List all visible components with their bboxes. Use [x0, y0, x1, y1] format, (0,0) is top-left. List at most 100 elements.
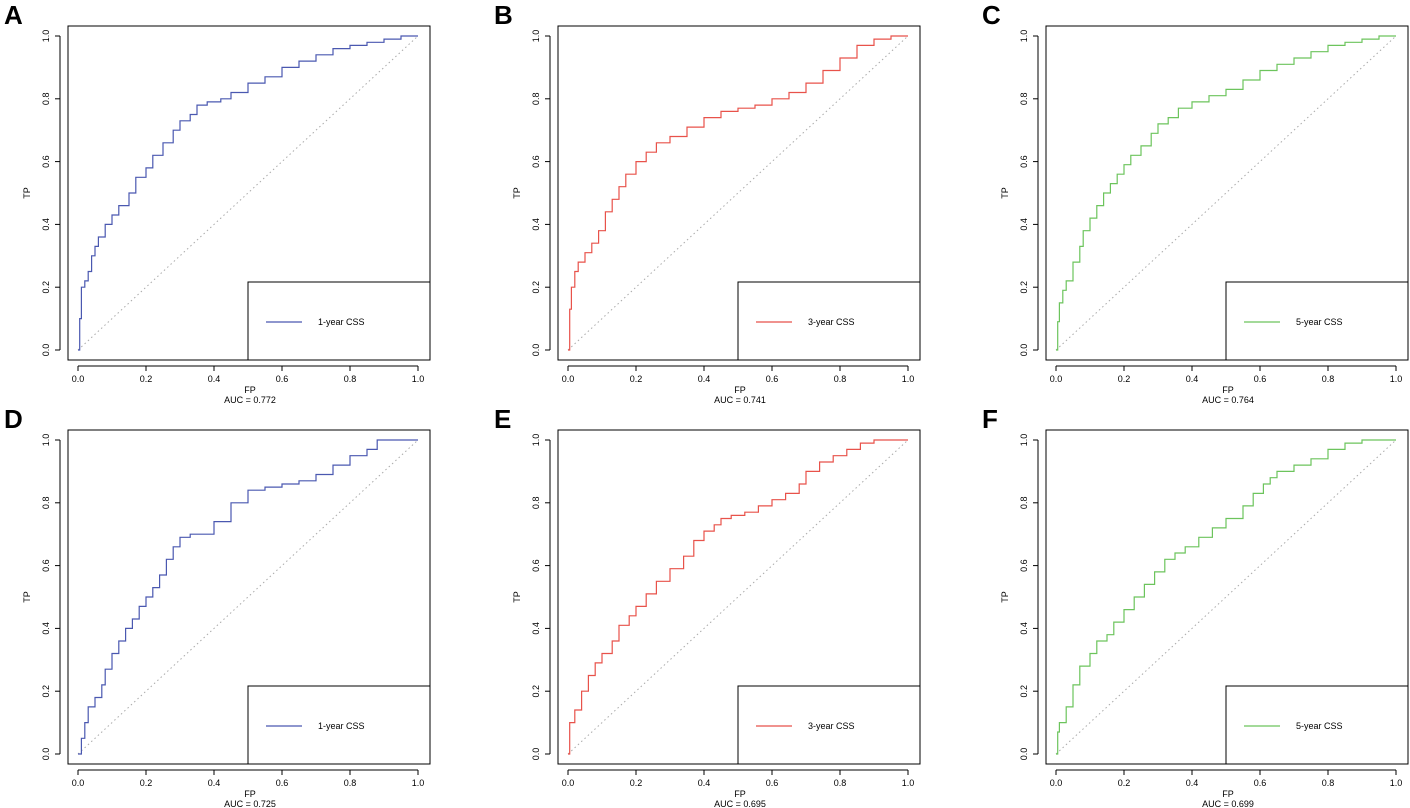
x-axis-label: FP: [244, 385, 256, 395]
x-axis-label: FP: [244, 789, 256, 799]
x-tick-label: 1.0: [412, 778, 425, 788]
roc-curve-line: [1056, 439, 1396, 755]
roc-curve-line: [568, 439, 908, 755]
auc-value: AUC = 0.695: [714, 799, 766, 808]
legend-box: [247, 281, 431, 361]
legend-box: [1225, 281, 1409, 361]
y-tick-label: 0.0: [1019, 748, 1029, 761]
y-tick-label: 0.6: [1019, 559, 1029, 572]
y-tick-label: 0.6: [1019, 155, 1029, 168]
y-tick-label: 0.0: [1019, 344, 1029, 357]
y-axis-label: TP: [512, 591, 522, 603]
y-tick-label: 0.0: [531, 748, 541, 761]
legend-box: [247, 685, 431, 765]
y-tick-label: 0.0: [41, 344, 51, 357]
panel-label: D: [4, 404, 23, 434]
y-tick-label: 0.6: [531, 155, 541, 168]
y-tick-label: 0.2: [531, 281, 541, 294]
diagonal-reference-line: [567, 439, 909, 755]
x-tick-label: 0.8: [834, 374, 847, 384]
x-tick-label: 0.4: [698, 778, 711, 788]
auc-value: AUC = 0.725: [224, 799, 276, 808]
x-tick-label: 0.4: [698, 374, 711, 384]
y-axis-label: TP: [512, 187, 522, 199]
legend-label: 3-year CSS: [808, 721, 855, 731]
y-tick-label: 0.2: [41, 685, 51, 698]
y-tick-label: 0.8: [41, 497, 51, 510]
roc-panel-f: F 0.0 0.2 0.4 0.6 0.8 1.0 FP AUC = 0.699 0.0 0.2 0.…: [978, 404, 1410, 808]
y-tick-label: 0.2: [1019, 685, 1029, 698]
legend-box: [737, 281, 921, 361]
x-tick-label: 0.8: [1322, 778, 1335, 788]
y-tick-label: 0.8: [531, 93, 541, 106]
y-tick-label: 1.0: [531, 30, 541, 43]
x-tick-label: 1.0: [902, 778, 915, 788]
y-tick-label: 1.0: [41, 30, 51, 43]
x-tick-label: 0.0: [562, 374, 575, 384]
y-tick-label: 0.6: [41, 155, 51, 168]
roc-panel-c: C 0.0 0.2 0.4 0.6 0.8 1.0 FP AUC = 0.764 0.0 0.2 0.…: [978, 0, 1410, 405]
roc-panel-d: D 0.0 0.2 0.4 0.6 0.8 1.0 FP AUC = 0.725 0.0 0.2 0.…: [0, 404, 470, 808]
roc-curve-line: [1056, 35, 1396, 351]
y-tick-label: 0.8: [1019, 497, 1029, 510]
x-tick-label: 0.2: [140, 374, 153, 384]
roc-curve-line: [568, 35, 908, 351]
x-axis-label: FP: [734, 385, 746, 395]
x-tick-label: 0.2: [630, 374, 643, 384]
y-tick-label: 1.0: [1019, 30, 1029, 43]
legend-label: 1-year CSS: [318, 317, 365, 327]
y-tick-label: 0.4: [41, 622, 51, 635]
legend-label: 3-year CSS: [808, 317, 855, 327]
y-tick-label: 0.6: [41, 559, 51, 572]
x-tick-label: 1.0: [412, 374, 425, 384]
y-tick-label: 1.0: [531, 434, 541, 447]
x-tick-label: 0.6: [276, 778, 289, 788]
diagonal-reference-line: [1055, 35, 1397, 351]
legend-box: [1225, 685, 1409, 765]
y-axis-label: TP: [22, 187, 32, 199]
diagonal-reference-line: [1055, 439, 1397, 755]
x-tick-label: 0.2: [630, 778, 643, 788]
panel-label: B: [494, 0, 513, 30]
x-tick-label: 0.6: [1254, 374, 1267, 384]
x-tick-label: 0.2: [1118, 374, 1131, 384]
auc-value: AUC = 0.772: [224, 395, 276, 405]
roc-panel-b: B 0.0 0.2 0.4 0.6 0.8 1.0 FP AUC = 0.741 0.0 0.2 0.…: [490, 0, 960, 405]
x-tick-label: 0.0: [1050, 778, 1063, 788]
legend-label: 5-year CSS: [1296, 317, 1343, 327]
auc-value: AUC = 0.699: [1202, 799, 1254, 808]
x-tick-label: 1.0: [1390, 778, 1403, 788]
auc-value: AUC = 0.741: [714, 395, 766, 405]
y-tick-label: 0.4: [41, 218, 51, 231]
x-axis-label: FP: [1222, 385, 1234, 395]
x-tick-label: 1.0: [1390, 374, 1403, 384]
x-tick-label: 0.8: [344, 778, 357, 788]
x-tick-label: 0.0: [562, 778, 575, 788]
y-tick-label: 0.4: [531, 622, 541, 635]
auc-value: AUC = 0.764: [1202, 395, 1254, 405]
x-tick-label: 0.4: [1186, 778, 1199, 788]
x-tick-label: 0.0: [72, 778, 85, 788]
diagonal-reference-line: [77, 35, 419, 351]
x-tick-label: 0.6: [766, 374, 779, 384]
panel-label: A: [4, 0, 23, 30]
x-tick-label: 0.8: [344, 374, 357, 384]
diagonal-reference-line: [567, 35, 909, 351]
y-tick-label: 0.8: [531, 497, 541, 510]
x-tick-label: 0.4: [1186, 374, 1199, 384]
roc-curve-line: [78, 439, 418, 755]
panel-label: C: [982, 0, 1001, 30]
y-axis-label: TP: [1000, 187, 1010, 199]
roc-panel-e: E 0.0 0.2 0.4 0.6 0.8 1.0 FP AUC = 0.695 0.0 0.2 0.…: [490, 404, 960, 808]
x-tick-label: 0.8: [834, 778, 847, 788]
legend-label: 1-year CSS: [318, 721, 365, 731]
y-tick-label: 0.6: [531, 559, 541, 572]
diagonal-reference-line: [77, 439, 419, 755]
y-tick-label: 0.4: [1019, 622, 1029, 635]
x-tick-label: 0.4: [208, 778, 221, 788]
